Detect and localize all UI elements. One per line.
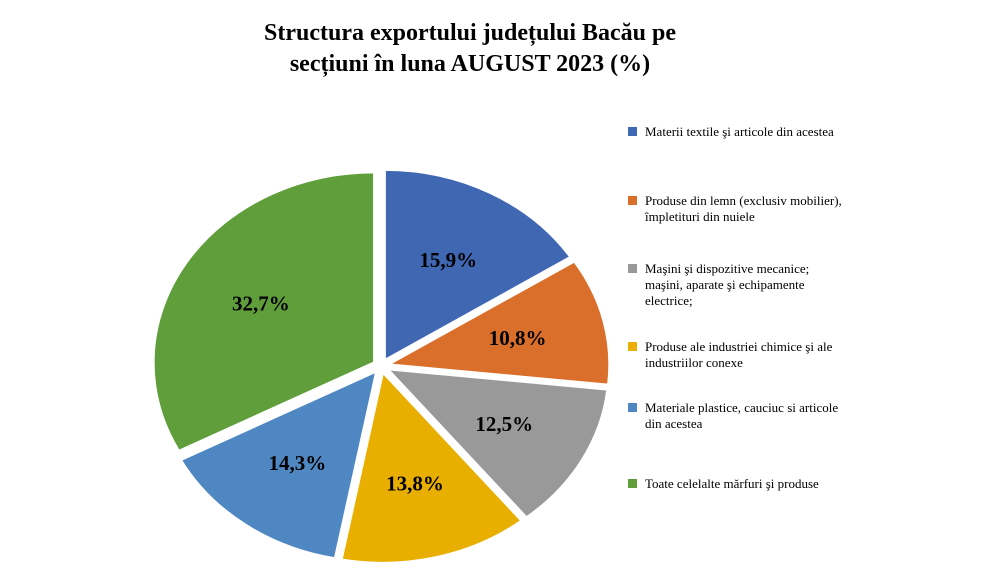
pie-slice	[340, 370, 523, 564]
legend-label: Toate celelalte mărfuri şi produse	[645, 476, 819, 491]
legend: Materii textile şi articole din acestea …	[628, 124, 848, 492]
legend-item: Maşini şi dispozitive mecanice; maşini, …	[628, 261, 848, 309]
legend-item: Materii textile şi articole din acestea	[628, 124, 848, 140]
chart-title-line-1: Structura exportului județului Bacău pe	[263, 20, 677, 46]
pie-slice	[383, 168, 572, 362]
slice-data-label: 10,8%	[489, 326, 547, 350]
legend-label: Maşini şi dispozitive mecanice; maşini, …	[645, 261, 810, 308]
legend-label: Materiale plastice, cauciuc si articole …	[645, 400, 839, 431]
legend-swatch	[628, 127, 637, 136]
legend-swatch	[628, 403, 637, 412]
legend-item: Materiale plastice, cauciuc si articole …	[628, 400, 848, 432]
legend-swatch	[628, 196, 637, 205]
chart-title: Structura exportului județului Bacău pe …	[150, 18, 790, 80]
legend-label: Materii textile şi articole din acestea	[645, 124, 834, 139]
pie-slice	[179, 369, 378, 560]
legend-label: Produse din lemn (exclusiv mobilier), îm…	[645, 193, 842, 224]
legend-item: Produse din lemn (exclusiv mobilier), îm…	[628, 193, 848, 225]
pie-slice	[152, 171, 376, 453]
legend-swatch	[628, 342, 637, 351]
legend-label: Produse ale industriei chimice şi ale in…	[645, 339, 833, 370]
legend-swatch	[628, 479, 637, 488]
slice-data-label: 32,7%	[232, 291, 290, 315]
legend-swatch	[628, 264, 637, 273]
slice-data-label: 13,8%	[386, 471, 444, 495]
slice-data-label: 15,9%	[419, 248, 477, 272]
legend-item: Produse ale industriei chimice şi ale in…	[628, 339, 848, 371]
chart-title-line-2: secțiuni în luna AUGUST 2023 (%)	[289, 51, 651, 77]
slice-data-label: 14,3%	[269, 451, 327, 475]
pie-slice	[385, 260, 611, 386]
pie-slice	[385, 368, 609, 519]
slice-data-label: 12,5%	[475, 412, 533, 436]
legend-item: Toate celelalte mărfuri şi produse	[628, 476, 848, 492]
